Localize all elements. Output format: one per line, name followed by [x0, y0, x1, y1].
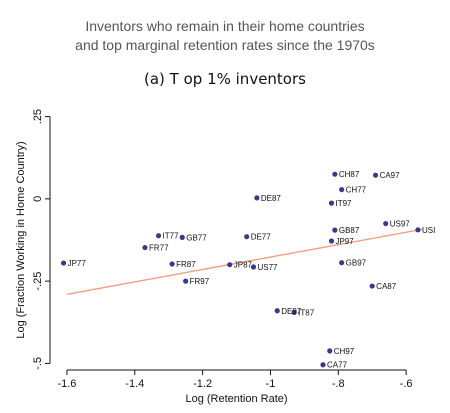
data-point-ch77 — [339, 187, 345, 193]
data-point-us97 — [383, 220, 389, 227]
point-label-us97: US97 — [390, 220, 411, 229]
data-point-gb87 — [332, 227, 338, 233]
point-label-jp97: JP97 — [335, 237, 354, 246]
point-label-usi: USI — [422, 226, 435, 235]
data-point-ca97 — [372, 172, 379, 178]
x-axis-ticks: -1.6 -1.4 -1.2 -1 -.8 -.6 — [57, 370, 413, 390]
y-tick-label: -.25 — [32, 272, 44, 291]
point-label-ch77: CH77 — [346, 186, 367, 195]
point-label-it77: IT77 — [163, 232, 180, 241]
x-axis-label: Log (Retention Rate) — [185, 393, 287, 405]
data-point-usi — [415, 227, 421, 233]
data-point-jp87 — [227, 262, 233, 268]
point-label-de77: DE77 — [251, 233, 272, 242]
point-label-ch97: CH97 — [334, 347, 355, 356]
y-tick-label: .25 — [32, 109, 44, 124]
data-point-labels: JP77 FR77 IT77 GB77 FR87 FR97 JP87 US77 DE77 DE87… — [68, 170, 436, 370]
data-point-us77 — [250, 264, 257, 270]
chart-title-line-2: and top marginal retention rates since t… — [75, 37, 375, 53]
data-point-de97 — [274, 308, 280, 314]
data-point-fr97 — [183, 278, 189, 284]
point-label-de97: DE97 — [281, 307, 302, 316]
point-label-ca87: CA87 — [376, 282, 397, 291]
y-axis-label: Log (Fraction Working in Home Country) — [15, 141, 27, 338]
chart-title-line-1: Inventors who remain in their home count… — [85, 18, 365, 34]
point-label-gb87: GB87 — [339, 226, 360, 235]
data-point-gb97 — [339, 260, 345, 266]
x-tick-label: -1.2 — [193, 378, 212, 390]
data-point-it97 — [328, 200, 335, 206]
x-tick-label: -1 — [266, 378, 276, 390]
data-point-ca87 — [369, 283, 375, 289]
x-tick-label: -1.6 — [57, 378, 76, 390]
data-point-it77 — [155, 233, 162, 239]
y-tick-label: -.5 — [32, 357, 44, 370]
x-tick-label: -.8 — [332, 378, 345, 390]
point-label-us77: US77 — [257, 263, 278, 272]
point-label-it97: IT97 — [335, 199, 352, 208]
data-point-de87 — [254, 195, 260, 201]
chart-subtitle: (a) T op 1% inventors — [144, 70, 306, 88]
y-axis-ticks: .25 0 -.25 -.5 — [32, 109, 50, 370]
point-label-jp77: JP77 — [68, 259, 87, 268]
point-label-fr87: FR87 — [176, 260, 196, 269]
data-point-de77 — [244, 234, 250, 240]
data-point-it87 — [291, 309, 297, 316]
data-point-gb77 — [179, 234, 185, 240]
x-tick-label: -1.4 — [125, 378, 144, 390]
point-label-ca77: CA77 — [327, 361, 348, 370]
data-point-fr77 — [142, 244, 148, 251]
point-label-jp87: JP87 — [234, 261, 253, 270]
data-point-jp77 — [60, 260, 67, 266]
data-point-ch87 — [332, 171, 338, 177]
fit-line — [66, 228, 424, 295]
point-label-it87: IT87 — [298, 308, 315, 317]
point-label-gb97: GB97 — [346, 259, 367, 268]
data-point-jp97 — [328, 238, 335, 244]
point-label-gb77: GB77 — [186, 233, 207, 242]
point-label-fr97: FR97 — [190, 277, 210, 286]
data-point-ch97 — [327, 348, 333, 354]
data-point-fr87 — [169, 261, 175, 267]
point-label-ch87: CH87 — [339, 170, 360, 179]
data-point-ca77 — [320, 362, 326, 368]
data-points — [60, 171, 421, 368]
point-label-ca97: CA97 — [380, 171, 401, 180]
x-tick-label: -.6 — [400, 378, 413, 390]
point-label-fr77: FR77 — [149, 244, 169, 253]
point-label-de87: DE87 — [261, 194, 282, 203]
y-tick-label: 0 — [32, 196, 44, 202]
